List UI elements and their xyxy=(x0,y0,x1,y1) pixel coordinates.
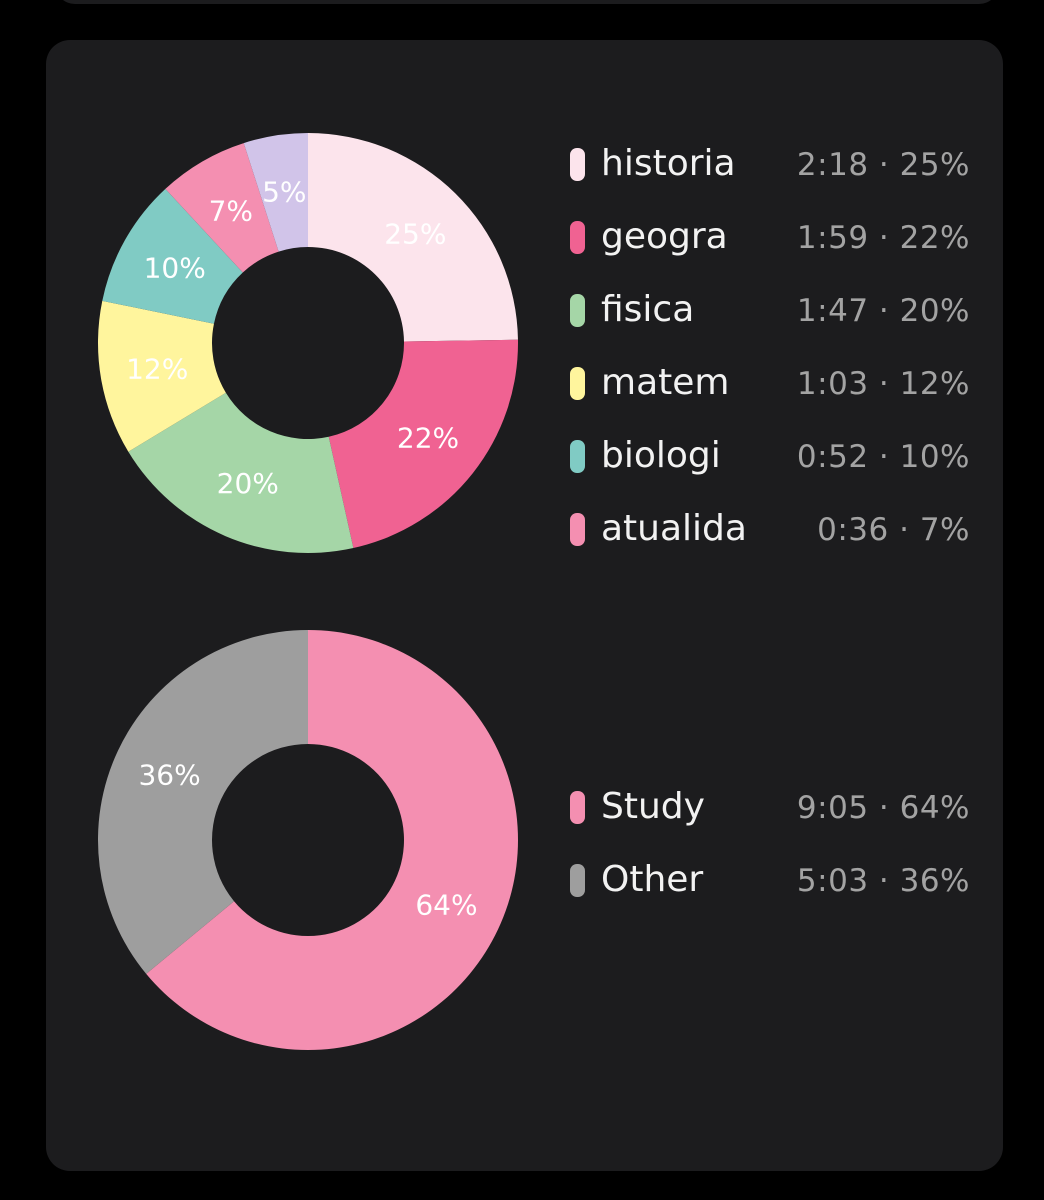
study-vs-other-donut-chart: 64% 36% xyxy=(97,629,518,1050)
legend-time-percent: 9:05 · 64% xyxy=(796,790,970,826)
legend-item: historia 2:18 · 25% xyxy=(570,140,970,213)
legend-item: atualida 0:36 · 7% xyxy=(570,505,970,578)
legend-time-percent: 5:03 · 36% xyxy=(796,863,970,899)
legend-swatch xyxy=(570,791,585,824)
legend-swatch xyxy=(570,221,585,254)
legend-item: Other 5:03 · 36% xyxy=(570,856,970,929)
slice-percent-label: 25% xyxy=(384,217,446,250)
slice-percent-label: 22% xyxy=(397,421,459,454)
donut-slice-fisica xyxy=(128,392,354,553)
donut-slice-atualida xyxy=(165,143,279,273)
legend-time-percent: 1:47 · 20% xyxy=(796,293,970,329)
donut-slice-historia xyxy=(308,133,518,342)
legend-label: fisica xyxy=(601,289,695,330)
donut-slice-study xyxy=(146,630,518,1050)
legend-item: geogra 1:59 · 22% xyxy=(570,213,970,286)
slice-percent-label: 5% xyxy=(262,175,306,208)
legend-label: matem xyxy=(601,362,730,403)
donut-slice-biologi xyxy=(102,188,243,324)
legend-time-percent: 0:52 · 10% xyxy=(796,439,970,475)
slice-percent-label: 36% xyxy=(138,758,200,791)
legend-item: fisica 1:47 · 20% xyxy=(570,286,970,359)
slice-percent-label: 12% xyxy=(126,353,188,386)
previous-card-edge xyxy=(55,0,999,4)
subjects-donut-chart: 25% 22% 20% 12% 10%7% 5% xyxy=(97,133,518,553)
legend-swatch xyxy=(570,148,585,181)
legend-swatch xyxy=(570,864,585,897)
legend-time-percent: 0:36 · 7% xyxy=(817,512,970,548)
slice-percent-label: 10% xyxy=(144,251,206,284)
subjects-legend: historia 2:18 · 25% geogra 1:59 · 22% fisica… xyxy=(570,140,970,578)
donut-slice-other xyxy=(97,629,308,974)
legend-time-percent: 2:18 · 25% xyxy=(796,147,970,183)
legend-time-percent: 1:03 · 12% xyxy=(796,366,970,402)
legend-label: historia xyxy=(601,143,736,184)
slice-percent-label: 64% xyxy=(415,889,477,922)
slice-percent-label: 7% xyxy=(209,194,253,227)
study-other-legend: Study 9:05 · 64% Other 5:03 · 36% xyxy=(570,783,970,929)
slice-percent-label: 20% xyxy=(217,467,279,500)
legend-time-percent: 1:59 · 22% xyxy=(796,220,970,256)
donut-slice-slice-6 xyxy=(243,133,308,252)
legend-swatch xyxy=(570,440,585,473)
donut-slice-matem xyxy=(97,300,226,452)
legend-swatch xyxy=(570,513,585,546)
legend-item: Study 9:05 · 64% xyxy=(570,783,970,856)
legend-item: biologi 0:52 · 10% xyxy=(570,432,970,505)
legend-label: atualida xyxy=(601,508,747,549)
legend-label: biologi xyxy=(601,435,721,476)
legend-label: Study xyxy=(601,786,705,827)
legend-label: Other xyxy=(601,859,704,900)
legend-item: matem 1:03 · 12% xyxy=(570,359,970,432)
legend-swatch xyxy=(570,367,585,400)
donut-slice-geogra xyxy=(328,339,518,549)
legend-label: geogra xyxy=(601,216,728,257)
time-distribution-card: 25% 22% 20% 12% 10% 7% 5% historia 2:18 · 25% ge… xyxy=(46,40,1003,1171)
legend-swatch xyxy=(570,294,585,327)
